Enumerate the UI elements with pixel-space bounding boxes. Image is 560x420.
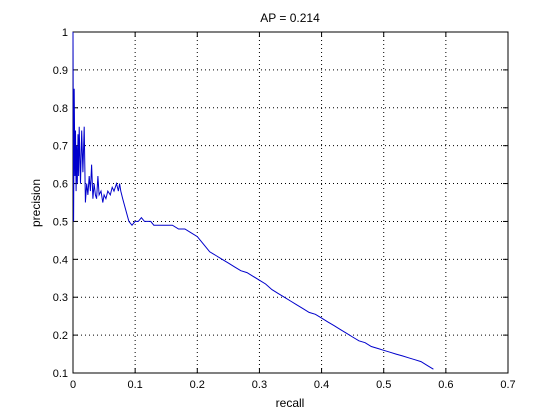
series-group	[72, 31, 434, 370]
x-tick-label: 0.2	[190, 379, 205, 391]
y-tick-label: 0.7	[53, 141, 68, 153]
y-tick-label: 1	[62, 27, 68, 39]
y-tick-label: 0.1	[53, 368, 68, 380]
x-tick-label: 0.3	[252, 379, 267, 391]
x-axis-label: recall	[276, 396, 305, 410]
plot-area	[72, 31, 509, 374]
x-axis-ticks: 0 0.1 0.2 0.3 0.4 0.5 0.6 0.7	[70, 32, 516, 391]
y-tick-label: 0.3	[53, 292, 68, 304]
y-tick-label: 0.6	[53, 179, 68, 191]
chart-title: AP = 0.214	[260, 11, 320, 25]
x-tick-label: 0.1	[127, 379, 142, 391]
y-tick-label: 0.2	[53, 330, 68, 342]
y-tick-label: 0.8	[53, 103, 68, 115]
y-tick-label: 0.5	[53, 216, 68, 228]
x-tick-label: 0	[70, 379, 76, 391]
series-line	[72, 31, 434, 370]
plot-frame	[72, 31, 509, 374]
x-tick-label: 0.7	[500, 379, 515, 391]
x-tick-label: 0.6	[438, 379, 453, 391]
x-tick-label: 0.4	[314, 379, 329, 391]
y-axis-ticks: 0.1 0.2 0.3 0.4 0.5 0.6 0.7 0.8 0.9 1	[53, 27, 508, 380]
y-tick-label: 0.9	[53, 65, 68, 77]
y-axis-label: precision	[29, 179, 43, 227]
y-tick-label: 0.4	[53, 254, 68, 266]
x-tick-label: 0.5	[376, 379, 391, 391]
